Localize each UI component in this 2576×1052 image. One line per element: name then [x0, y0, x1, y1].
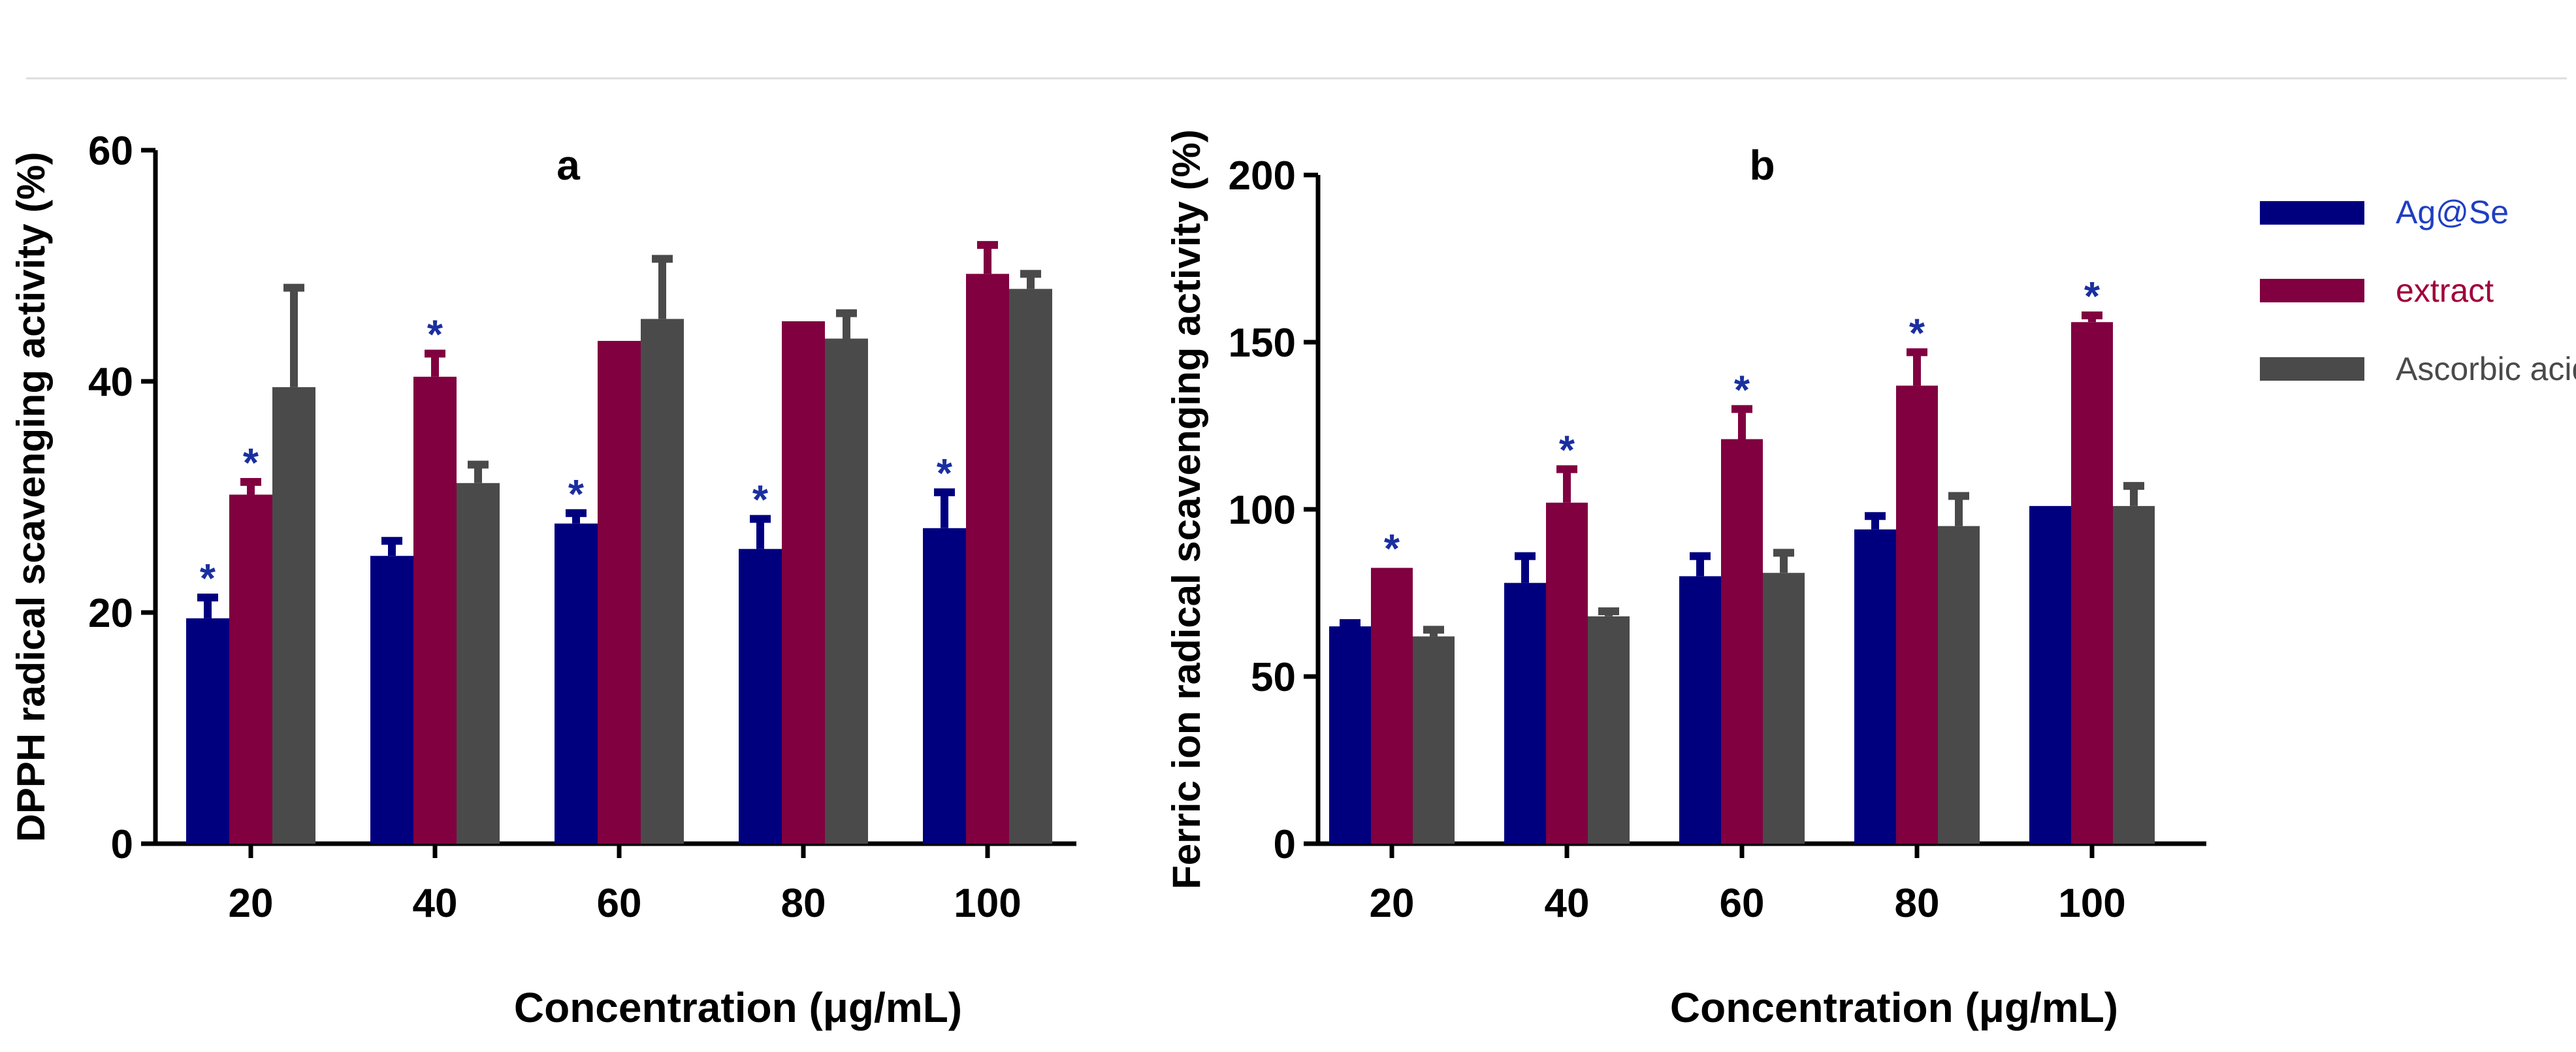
- bar: [739, 549, 782, 844]
- significance-marker: *: [2084, 274, 2101, 319]
- bar: [782, 321, 825, 844]
- legend-label-ag-se: Ag@Se: [2396, 194, 2509, 231]
- significance-marker: *: [243, 441, 259, 486]
- chart-panel-a: * * * * * * a DPPH radical scavenging activit…: [9, 129, 1076, 1031]
- bar: [923, 528, 966, 844]
- bar: [966, 274, 1009, 844]
- x-tick-label: 40: [1545, 881, 1590, 926]
- y-axis-title: DPPH radical scavenging activity (%): [9, 151, 53, 842]
- bar: [2113, 505, 2155, 844]
- bar: [1329, 626, 1371, 844]
- legend-swatch-ag-se: [2260, 201, 2364, 225]
- bar: [229, 494, 272, 844]
- x-tick-label: 20: [229, 881, 274, 926]
- x-tick-label: 40: [413, 881, 458, 926]
- legend-label-extract: extract: [2396, 272, 2494, 309]
- bar: [370, 556, 413, 844]
- y-tick-label: 0: [111, 822, 133, 867]
- bar: [1938, 526, 1980, 844]
- bar: [2071, 322, 2113, 844]
- bar: [825, 338, 868, 844]
- bar: [641, 319, 684, 844]
- significance-marker: *: [1734, 368, 1750, 413]
- bar: [1504, 582, 1546, 844]
- x-tick-label: 60: [597, 881, 642, 926]
- y-tick-label: 20: [88, 591, 133, 636]
- x-tick-label: 100: [2058, 881, 2125, 926]
- bar: [413, 376, 457, 844]
- bar: [272, 387, 315, 844]
- legend: Ag@Se extract Ascorbic acid: [2260, 194, 2576, 387]
- bar: [2029, 505, 2071, 844]
- bar: [457, 483, 500, 844]
- significance-marker: *: [1909, 311, 1925, 356]
- y-tick-label: 150: [1229, 321, 1296, 366]
- x-tick-label: 60: [1720, 881, 1765, 926]
- y-tick-label: 0: [1274, 822, 1296, 867]
- bar: [1413, 636, 1455, 844]
- legend-swatch-extract: [2260, 279, 2364, 302]
- y-tick-label: 60: [88, 129, 133, 174]
- significance-marker: *: [1384, 527, 1400, 572]
- bar: [1009, 289, 1052, 844]
- bar: [1546, 502, 1588, 844]
- significance-marker: *: [752, 478, 769, 523]
- bar: [1854, 529, 1896, 844]
- y-tick-label: 40: [88, 360, 133, 405]
- x-tick-label: 20: [1370, 881, 1415, 926]
- legend-swatch-ascorbic-acid: [2260, 357, 2364, 381]
- y-tick-label: 200: [1229, 153, 1296, 199]
- bar: [1763, 573, 1805, 844]
- bar: [1896, 385, 1938, 844]
- y-tick-label: 50: [1251, 655, 1296, 700]
- bar: [555, 523, 598, 844]
- legend-label-ascorbic-acid: Ascorbic acid: [2396, 351, 2576, 387]
- significance-marker: *: [200, 556, 216, 601]
- bar: [598, 341, 641, 844]
- chart-panel-b: * * * * * b Ferric ion radical scavenging ac…: [1165, 129, 2206, 1031]
- x-tick-label: 80: [781, 881, 826, 926]
- x-axis-title: Concentration (μg/mL): [514, 984, 962, 1031]
- significance-marker: *: [427, 313, 443, 358]
- significance-marker: *: [937, 451, 953, 496]
- x-tick-label: 100: [954, 881, 1021, 926]
- bar: [1371, 567, 1413, 844]
- bar: [1721, 439, 1763, 844]
- bar: [1588, 616, 1630, 844]
- bar: [1679, 576, 1721, 844]
- y-tick-label: 100: [1229, 488, 1296, 533]
- y-axis-title: Ferric ion radical scavenging activity (…: [1165, 129, 1208, 889]
- chart-title: a: [556, 142, 580, 189]
- significance-marker: *: [1559, 428, 1575, 473]
- x-axis-title: Concentration (μg/mL): [1670, 984, 2118, 1031]
- x-tick-label: 80: [1895, 881, 1940, 926]
- bar: [186, 618, 229, 844]
- significance-marker: *: [568, 472, 585, 517]
- chart-title: b: [1749, 142, 1775, 189]
